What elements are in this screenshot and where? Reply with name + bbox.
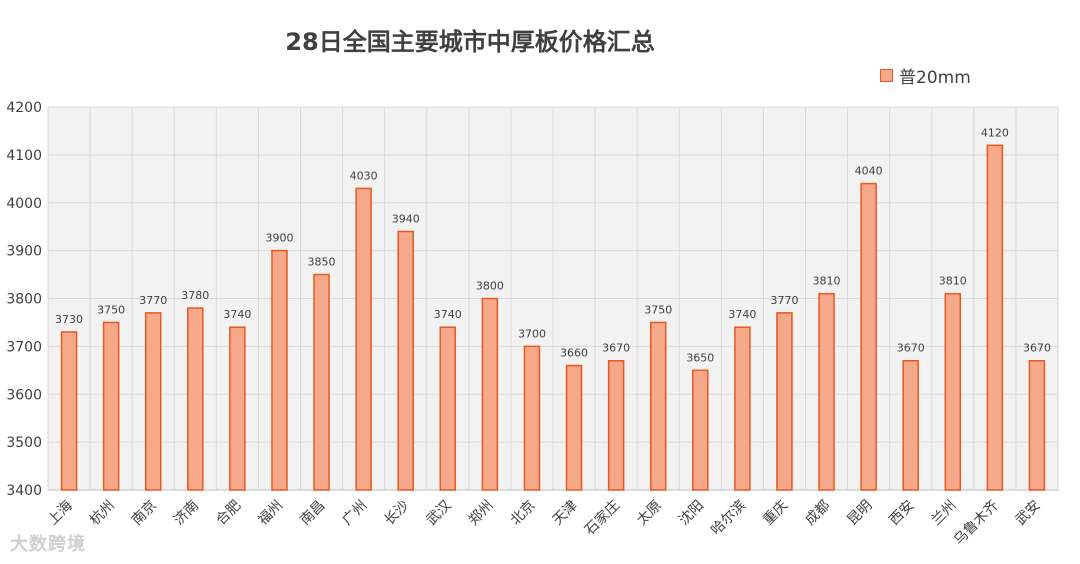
- x-tick-label: 西安: [886, 498, 917, 529]
- data-label: 3750: [644, 303, 672, 316]
- data-label: 3700: [518, 327, 546, 340]
- data-label: 3660: [560, 347, 588, 360]
- bar: [986, 144, 1004, 491]
- x-tick-label: 长沙: [381, 498, 412, 529]
- data-label: 3670: [1023, 342, 1051, 355]
- data-label: 3780: [181, 289, 209, 302]
- legend: 普20mm: [880, 64, 971, 88]
- data-label: 3810: [813, 275, 841, 288]
- x-tick-label: 沈阳: [676, 498, 707, 529]
- bar: [860, 182, 877, 491]
- x-tick-label: 济南: [171, 498, 202, 529]
- data-label: 3810: [939, 275, 967, 288]
- x-tick-label: 哈尔滨: [708, 498, 749, 539]
- bar: [481, 297, 499, 491]
- data-label: 4120: [981, 126, 1009, 139]
- x-tick-label: 郑州: [466, 498, 497, 529]
- data-label: 3740: [728, 308, 756, 321]
- bar: [60, 331, 78, 491]
- bar: [902, 359, 919, 491]
- y-tick-label: 3600: [6, 387, 42, 403]
- data-label: 3940: [392, 212, 420, 225]
- data-label: 3740: [223, 308, 251, 321]
- x-tick-label: 南京: [129, 498, 160, 529]
- y-tick-label: 3700: [6, 339, 42, 355]
- x-tick-label: 兰州: [929, 498, 960, 529]
- watermark: 大数跨境: [10, 534, 86, 555]
- x-tick-label: 杭州: [87, 498, 118, 529]
- bar: [692, 369, 709, 491]
- x-tick-label: 石家庄: [581, 497, 623, 539]
- bar: [271, 249, 288, 491]
- bar: [565, 364, 583, 491]
- x-tick-label: 成都: [802, 498, 833, 529]
- x-tick-label: 乌鲁木齐: [951, 498, 1002, 549]
- bar: [607, 359, 625, 491]
- data-label: 3850: [308, 256, 336, 269]
- data-label: 3770: [139, 294, 167, 307]
- bar: [818, 292, 835, 491]
- y-tick-label: 4000: [6, 196, 42, 212]
- y-tick-label: 4200: [6, 100, 42, 116]
- data-label: 3750: [97, 303, 125, 316]
- bar: [734, 326, 751, 491]
- bar: [439, 326, 457, 491]
- bar: [649, 321, 667, 491]
- x-tick-label: 武安: [1013, 498, 1044, 529]
- y-tick-label: 3500: [6, 435, 42, 451]
- x-tick-label: 福州: [255, 498, 286, 529]
- data-label: 3650: [686, 351, 714, 364]
- x-tick-label: 南昌: [297, 498, 328, 529]
- x-tick-label: 重庆: [760, 498, 791, 529]
- x-tick-label: 昆明: [844, 498, 875, 529]
- bar: [355, 187, 372, 491]
- legend-label: 普20mm: [899, 67, 971, 88]
- data-label: 3670: [897, 342, 925, 355]
- bar: [1028, 359, 1046, 491]
- data-label: 3800: [476, 280, 504, 293]
- bar: [187, 307, 204, 491]
- bar: [776, 312, 793, 491]
- bar: [313, 273, 330, 491]
- bar: [229, 326, 246, 491]
- bar: [944, 292, 962, 491]
- bar: [397, 230, 414, 491]
- y-tick-label: 3800: [6, 292, 42, 308]
- data-label: 3740: [434, 308, 462, 321]
- bar: [144, 312, 162, 491]
- data-label: 3730: [55, 313, 83, 326]
- x-tick-label: 太原: [634, 498, 665, 529]
- x-tick-label: 广州: [339, 498, 370, 529]
- data-label: 3670: [602, 342, 630, 355]
- y-tick-label: 3900: [6, 244, 42, 260]
- x-tick-label: 合肥: [213, 498, 244, 529]
- y-tick-label: 3400: [6, 483, 42, 499]
- bar: [523, 345, 541, 491]
- x-tick-label: 武汉: [424, 498, 455, 529]
- data-label: 3770: [770, 294, 798, 307]
- data-label: 4030: [350, 169, 378, 182]
- legend-swatch: [880, 68, 893, 82]
- x-tick-label: 天津: [550, 498, 581, 529]
- chart-title: 28日全国主要城市中厚板价格汇总: [285, 28, 655, 56]
- y-tick-label: 4100: [6, 148, 42, 164]
- x-tick-label: 北京: [508, 498, 539, 529]
- bar: [102, 321, 120, 491]
- data-label: 3900: [265, 232, 293, 245]
- data-label: 4040: [855, 165, 883, 178]
- x-tick-label: 上海: [45, 498, 76, 529]
